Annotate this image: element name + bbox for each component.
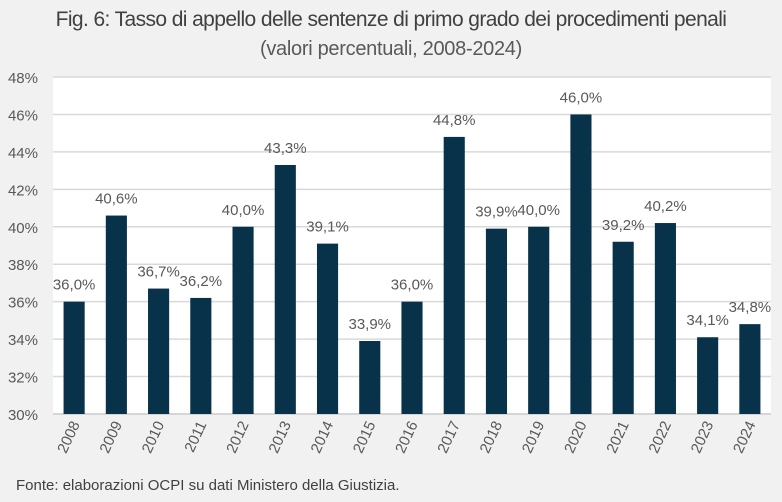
data-label: 46,0% <box>560 89 603 106</box>
data-label: 39,9% <box>475 204 518 221</box>
bar-2009 <box>105 215 127 414</box>
y-tick-label: 36% <box>8 295 38 312</box>
data-label: 34,1% <box>686 312 729 329</box>
x-tick-label: 2010 <box>139 419 169 456</box>
data-label: 40,2% <box>644 198 687 215</box>
y-tick-label: 32% <box>8 370 38 387</box>
x-tick-label: 2019 <box>519 419 549 456</box>
bar-2021 <box>612 241 634 414</box>
bar-2019 <box>528 226 550 414</box>
x-tick-label: 2012 <box>223 419 253 456</box>
bar-2020 <box>570 114 592 414</box>
data-label: 39,1% <box>306 219 349 236</box>
bar-2017 <box>443 136 465 414</box>
data-label: 40,0% <box>517 202 560 219</box>
y-tick-label: 30% <box>8 407 38 424</box>
data-label: 36,0% <box>391 277 434 294</box>
x-tick-label: 2017 <box>434 419 464 456</box>
x-tick-label: 2020 <box>561 419 591 456</box>
x-tick-label: 2008 <box>54 419 84 456</box>
x-tick-label: 2018 <box>477 419 507 456</box>
x-tick-label: 2011 <box>181 419 210 455</box>
bar-2015 <box>359 340 381 414</box>
chart-title: Fig. 6: Tasso di appello delle sentenze … <box>55 8 727 31</box>
x-tick-label: 2024 <box>730 419 760 456</box>
bar-2010 <box>148 288 170 414</box>
bar-2022 <box>654 223 676 414</box>
y-tick-label: 46% <box>8 107 38 124</box>
data-label: 36,7% <box>137 264 180 281</box>
source-note: Fonte: elaborazioni OCPI su dati Ministe… <box>16 477 400 494</box>
x-tick-label: 2013 <box>265 419 295 456</box>
data-label: 36,2% <box>180 273 223 290</box>
bar-2018 <box>485 228 508 414</box>
data-label: 34,8% <box>729 299 772 316</box>
y-tick-label: 44% <box>8 145 38 162</box>
x-tick-label: 2022 <box>646 419 676 456</box>
bar-2011 <box>190 297 212 414</box>
y-tick-label: 48% <box>8 70 38 87</box>
x-tick-label: 2023 <box>688 419 718 456</box>
data-label: 43,3% <box>264 140 307 157</box>
data-label: 44,8% <box>433 112 476 129</box>
x-tick-label: 2009 <box>96 419 126 456</box>
data-label: 33,9% <box>348 316 391 333</box>
bar-2012 <box>232 226 254 414</box>
bar-2023 <box>697 337 719 414</box>
data-label: 36,0% <box>53 277 96 294</box>
data-label: 40,0% <box>222 202 265 219</box>
bar-2016 <box>401 301 423 414</box>
chart-subtitle: (valori percentuali, 2008-2024) <box>260 38 522 60</box>
y-tick-label: 38% <box>8 257 38 274</box>
bar-2013 <box>274 164 296 414</box>
y-tick-label: 40% <box>8 220 38 237</box>
bar-2024 <box>739 324 761 414</box>
bar-2014 <box>316 243 339 414</box>
bar-2008 <box>63 301 85 414</box>
data-label: 40,6% <box>95 191 138 208</box>
x-tick-label: 2016 <box>392 419 422 456</box>
y-tick-label: 42% <box>8 182 38 199</box>
x-tick-label: 2014 <box>308 419 338 456</box>
data-label: 39,2% <box>602 217 645 234</box>
x-tick-label: 2021 <box>603 419 633 456</box>
x-tick-label: 2015 <box>350 419 380 456</box>
y-tick-label: 34% <box>8 332 38 349</box>
